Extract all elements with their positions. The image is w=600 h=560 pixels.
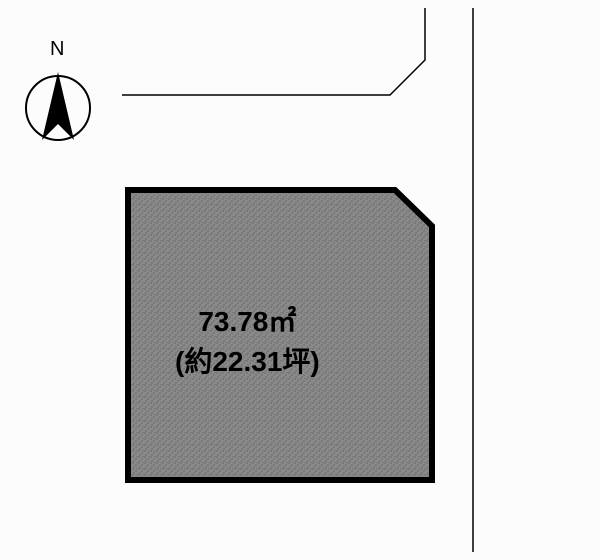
plot-area-label: 73.78㎡ (約22.31坪) (175, 300, 320, 380)
plot-area-tsubo: (約22.31坪) (175, 340, 320, 380)
plot-area-sqm: 73.78㎡ (175, 300, 320, 340)
compass-north-label: N (50, 38, 64, 61)
site-plan-canvas (0, 0, 600, 560)
